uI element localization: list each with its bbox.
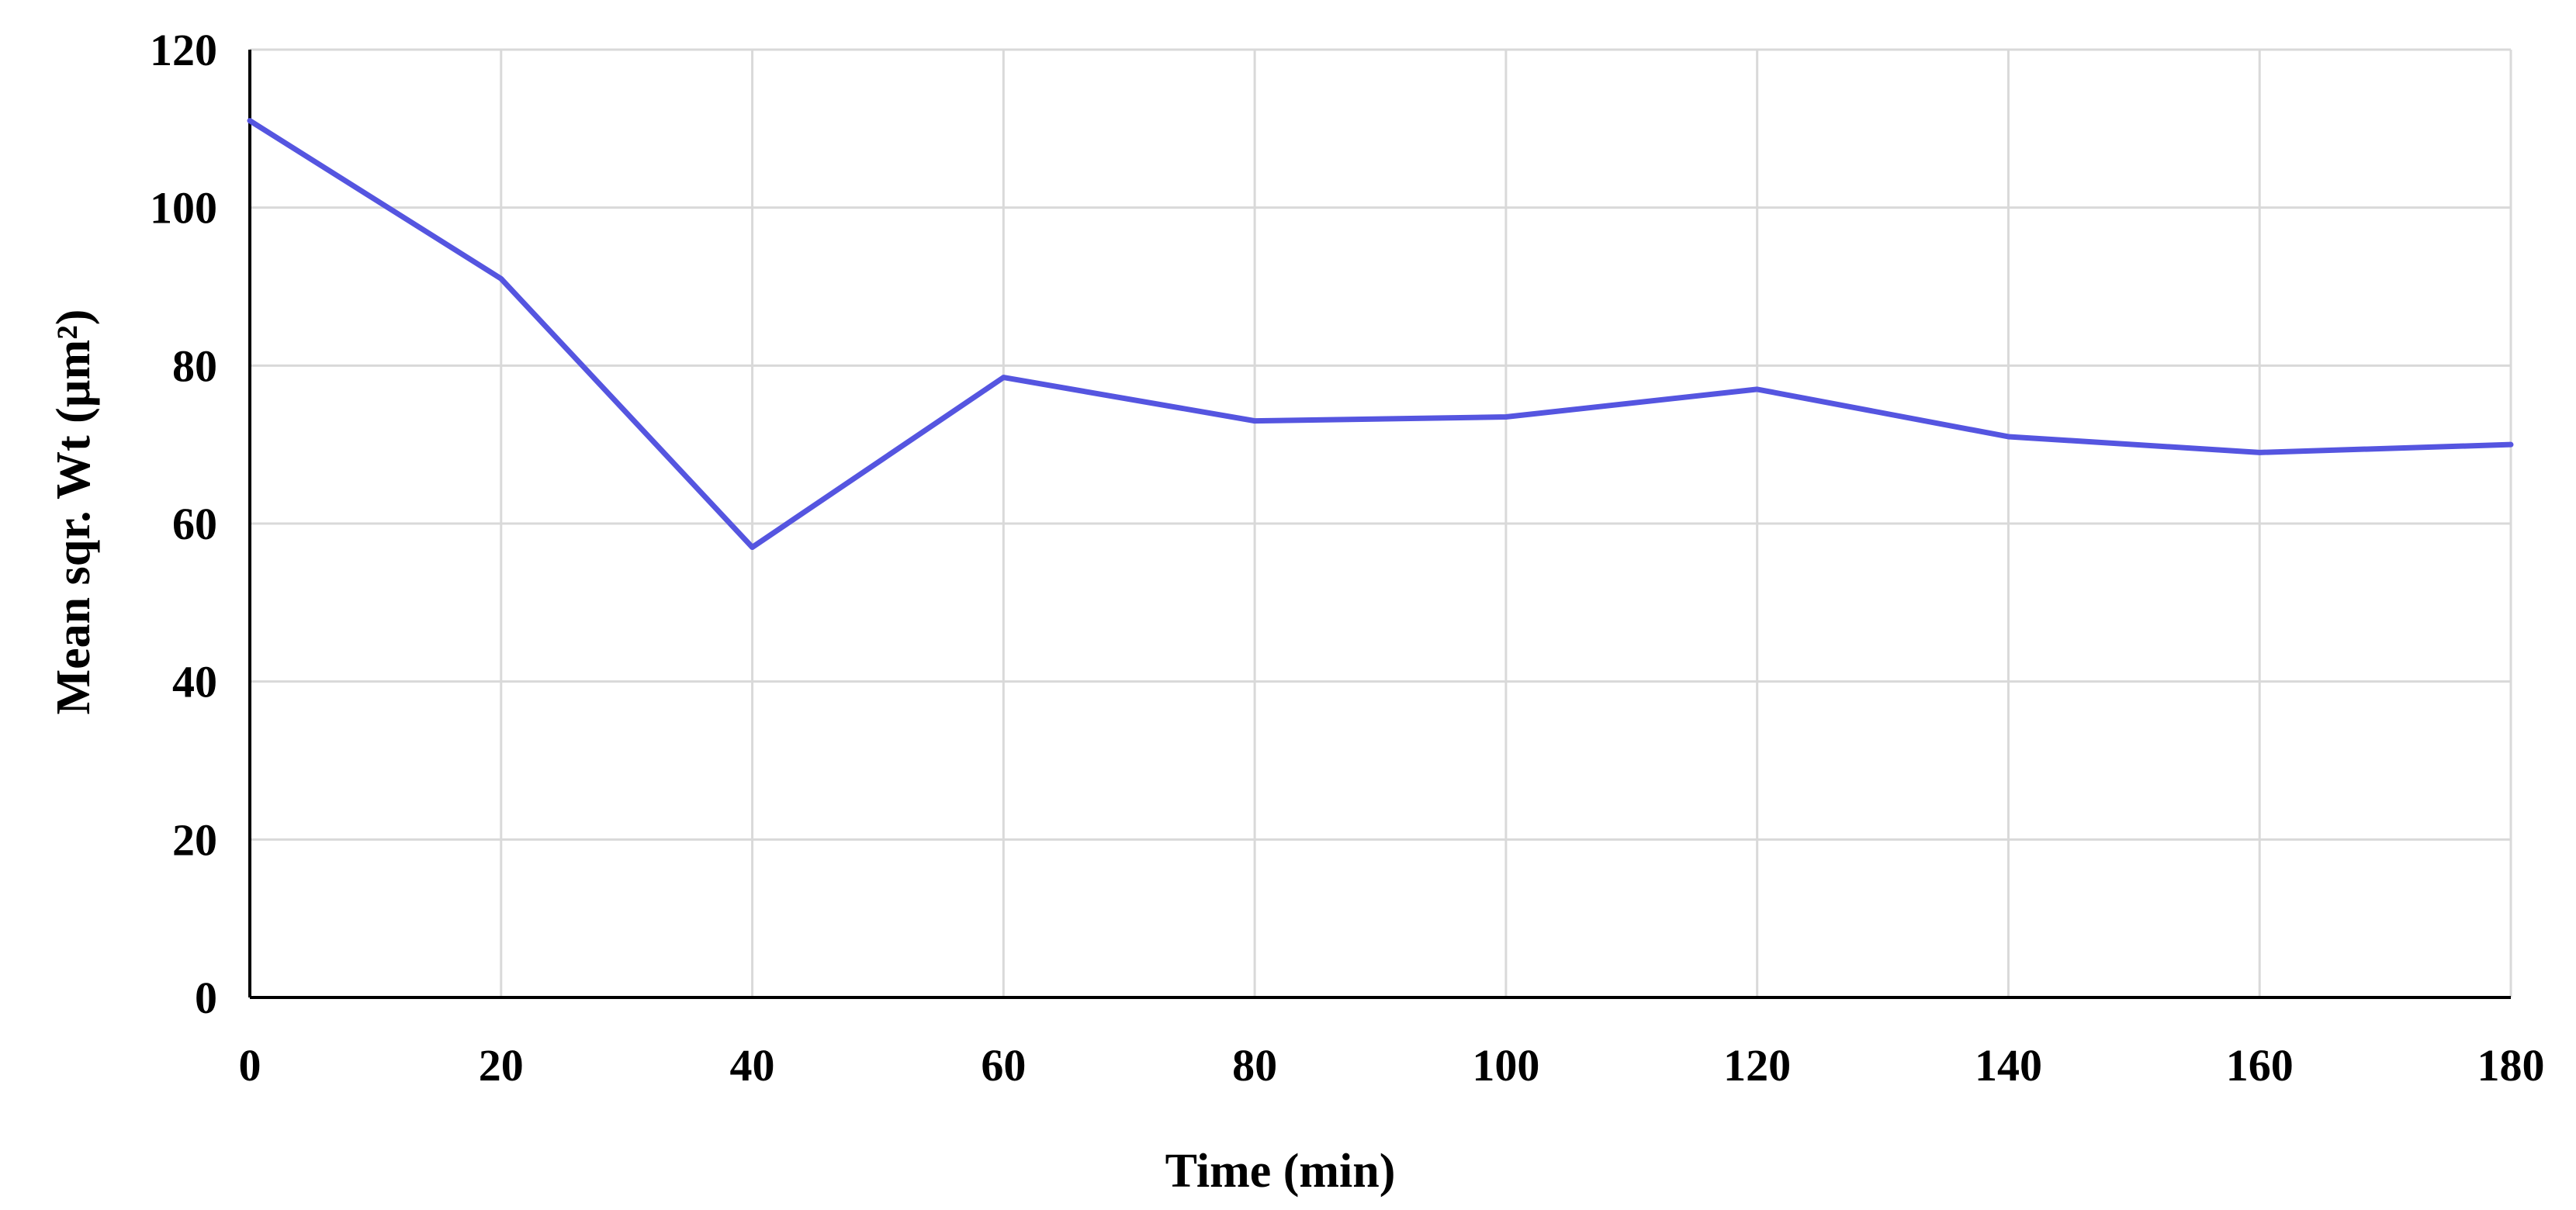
- x-tick-label: 100: [1472, 1040, 1539, 1091]
- y-tick-label: 120: [150, 25, 217, 75]
- x-tick-label: 160: [2226, 1040, 2294, 1091]
- y-axis-title: Mean sqr. Wt (µm²): [47, 309, 100, 715]
- x-tick-label: 180: [2477, 1040, 2545, 1091]
- y-tick-label: 80: [172, 341, 217, 391]
- x-tick-label: 140: [1975, 1040, 2042, 1091]
- x-tick-label: 80: [1232, 1040, 1277, 1091]
- x-tick-labels: 0 20 40 60 80 100 120 140 160 180: [239, 1040, 2545, 1091]
- y-tick-label: 40: [172, 657, 217, 707]
- y-tick-label: 20: [172, 814, 217, 865]
- x-tick-label: 0: [239, 1040, 261, 1091]
- y-tick-label: 60: [172, 499, 217, 549]
- series-group: [247, 118, 2514, 551]
- series-line: [247, 118, 2514, 551]
- x-axis-title: Time (min): [1165, 1145, 1396, 1198]
- x-tick-label: 60: [981, 1040, 1026, 1091]
- grid: [250, 48, 2512, 997]
- x-tick-label: 20: [479, 1040, 524, 1091]
- x-tick-label: 40: [730, 1040, 775, 1091]
- axes: [248, 50, 2511, 999]
- y-tick-labels: 0 20 40 60 80 100 120: [150, 25, 217, 1023]
- x-tick-label: 120: [1723, 1040, 1791, 1091]
- y-tick-label: 100: [150, 183, 217, 233]
- y-tick-label: 0: [195, 973, 217, 1023]
